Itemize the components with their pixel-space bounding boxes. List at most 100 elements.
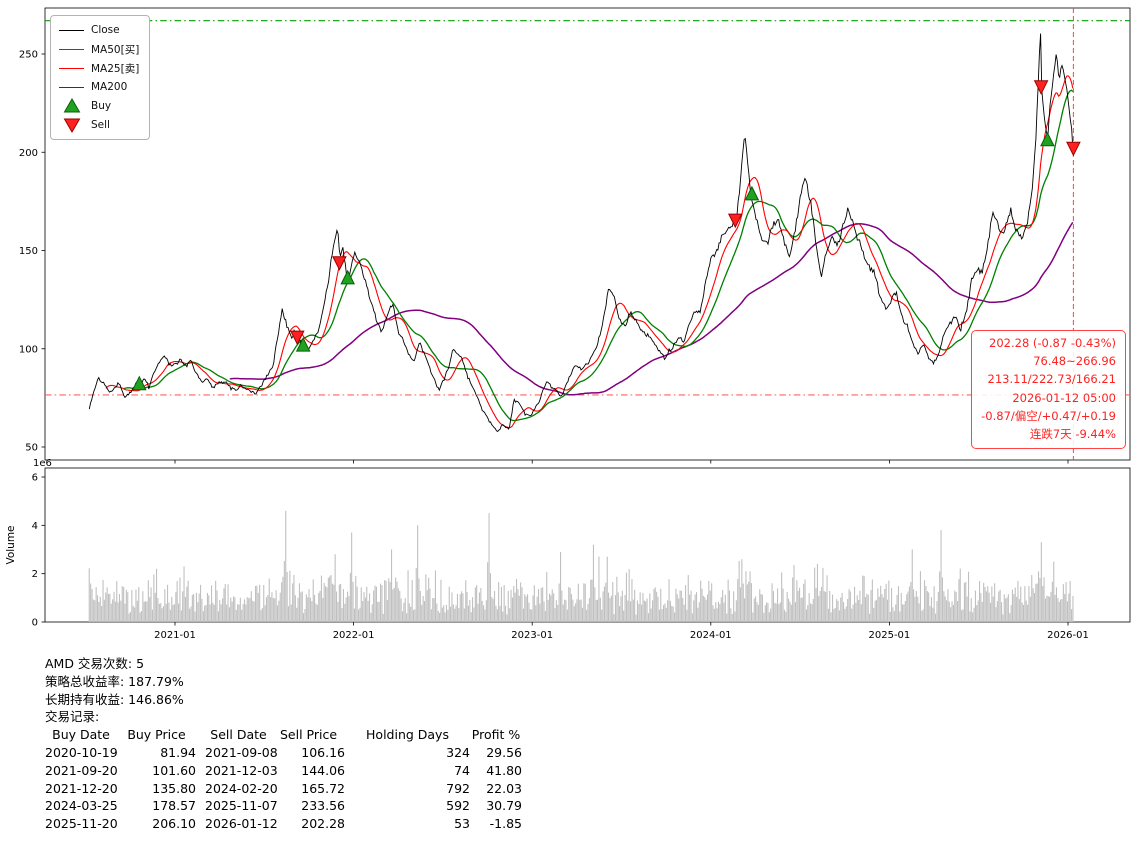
trades-cell: 206.10	[152, 816, 196, 832]
price-lines	[88, 33, 1074, 432]
svg-text:6: 6	[32, 472, 38, 483]
trades-cell: 2024-03-25	[45, 798, 118, 814]
trades-cell: 81.94	[160, 744, 196, 760]
ma50-line	[123, 89, 1074, 422]
svg-text:2: 2	[32, 569, 38, 580]
legend-item: MA200	[59, 79, 139, 95]
legend-item: MA25[卖]	[59, 60, 139, 76]
trades-cell: 2021-09-08	[205, 744, 278, 760]
trades-cell: 53	[454, 816, 470, 832]
stats-line-hold-return: 长期持有收益: 146.86%	[45, 691, 184, 707]
trades-cell: 74	[454, 762, 470, 778]
trades-cell: -1.85	[489, 816, 522, 832]
trades-cell: 144.06	[301, 762, 345, 778]
legend: Close MA50[买] MA25[卖] MA200 Buy Sell	[50, 15, 151, 140]
trades-col-header: Profit %	[471, 727, 521, 743]
stats-line-strategy-return: 策略总收益率: 187.79%	[45, 673, 184, 689]
svg-text:100: 100	[19, 344, 38, 355]
buy-marker	[744, 185, 760, 201]
legend-item: Close	[59, 22, 139, 38]
trades-cell: 2024-02-20	[205, 780, 278, 796]
trades-col-header: Holding Days	[366, 727, 449, 743]
trades-cell: 2020-10-19	[45, 744, 118, 760]
svg-text:2026-01: 2026-01	[1047, 630, 1089, 641]
trades-col-header: Sell Date	[210, 727, 267, 743]
annotation-line: 213.11/222.73/166.21	[987, 372, 1116, 387]
sell-triangle-icon	[59, 117, 84, 133]
legend-label: MA25[卖]	[91, 62, 140, 75]
trades-cell: 135.80	[152, 780, 196, 796]
trades-cell: 202.28	[301, 816, 345, 832]
trades-cell: 178.57	[152, 798, 196, 814]
trades-cell: 2021-09-20	[45, 762, 118, 778]
reference-lines	[45, 8, 1130, 460]
legend-label: Buy	[91, 100, 112, 112]
legend-label: MA50[买]	[91, 43, 140, 56]
trade-markers	[131, 80, 1081, 391]
buy-marker	[340, 269, 356, 285]
annotation-line: -0.87/偏空/+0.47/+0.19	[981, 408, 1116, 423]
trades-col-header: Buy Price	[127, 727, 186, 743]
close-line	[88, 33, 1074, 432]
svg-text:150: 150	[19, 246, 38, 257]
trades-cell: 165.72	[301, 780, 345, 796]
trades-cell: 101.60	[152, 762, 196, 778]
buy-marker	[1040, 131, 1055, 147]
legend-item: Buy	[59, 98, 139, 114]
trades-cell: 2025-11-20	[45, 816, 118, 832]
trades-cell: 2026-01-12	[205, 816, 278, 832]
trades-cell: 41.80	[486, 762, 522, 778]
annotation-line: 2026-01-12 05:00	[1012, 390, 1116, 405]
trades-cell: 106.16	[301, 744, 345, 760]
svg-text:2024-01: 2024-01	[690, 630, 732, 641]
buy-marker	[295, 336, 311, 352]
legend-label: Close	[91, 24, 120, 36]
ma25-line	[105, 75, 1074, 429]
trades-col-header: Sell Price	[279, 727, 338, 743]
stats-block: AMD 交易次数: 5 策略总收益率: 187.79% 长期持有收益: 146.…	[45, 655, 522, 833]
ma50-line-sample	[59, 48, 84, 50]
trades-cell: 2021-12-20	[45, 780, 118, 796]
stats-line-trades-count: AMD 交易次数: 5	[45, 656, 145, 671]
trades-col-header: Buy Date	[52, 727, 110, 743]
legend-item: MA50[买]	[59, 41, 139, 57]
trades-cell: 324	[446, 744, 470, 760]
legend-label: MA200	[91, 81, 128, 93]
svg-text:250: 250	[19, 50, 38, 61]
buy-triangle-icon	[59, 98, 84, 114]
trades-cell: 792	[446, 780, 470, 796]
trades-table: Buy Date Buy Price Sell Date Sell Price Hold…	[45, 726, 522, 833]
ma25-line-sample	[59, 67, 84, 69]
chart-canvas: 50 100 150 200 250 0 2 4 6 2021-01 2022-01 2023-01 2…	[5, 7, 1131, 641]
trades-cell: 2021-12-03	[205, 762, 278, 778]
sell-marker	[727, 213, 743, 229]
volume-bars	[88, 510, 1074, 622]
trades-cell: 592	[446, 798, 470, 814]
sell-marker	[1033, 80, 1049, 95]
trades-cell: 30.79	[486, 798, 522, 814]
svg-text:2022-01: 2022-01	[333, 630, 375, 641]
ma200-line	[229, 221, 1074, 396]
sell-marker	[1066, 141, 1081, 157]
trades-cell: 233.56	[301, 798, 345, 814]
annotation-line: 202.28 (-0.87 -0.43%)	[989, 336, 1116, 350]
sell-marker	[289, 330, 305, 346]
svg-text:0: 0	[32, 618, 38, 629]
svg-text:50: 50	[25, 443, 38, 454]
ma200-line-sample	[59, 86, 84, 88]
svg-text:2025-01: 2025-01	[869, 630, 911, 641]
axes: 50 100 150 200 250 0 2 4 6 2021-01 2022-01 2023-01 2…	[5, 7, 1131, 641]
buy-marker	[131, 375, 147, 391]
annotation-line: 连跌7天 -9.44%	[1029, 427, 1116, 442]
legend-item: Sell	[59, 117, 139, 133]
legend-label: Sell	[91, 119, 110, 131]
annotation-box: 202.28 (-0.87 -0.43%) 76.48~266.96 213.11/…	[971, 330, 1126, 450]
sell-marker	[332, 256, 347, 271]
svg-text:200: 200	[19, 148, 38, 159]
svg-text:2023-01: 2023-01	[511, 630, 553, 641]
trades-cell: 2025-11-07	[205, 798, 278, 814]
svg-text:2021-01: 2021-01	[154, 630, 196, 641]
trades-cell: 29.56	[486, 744, 522, 760]
svg-text:Volume: Volume	[5, 525, 17, 564]
